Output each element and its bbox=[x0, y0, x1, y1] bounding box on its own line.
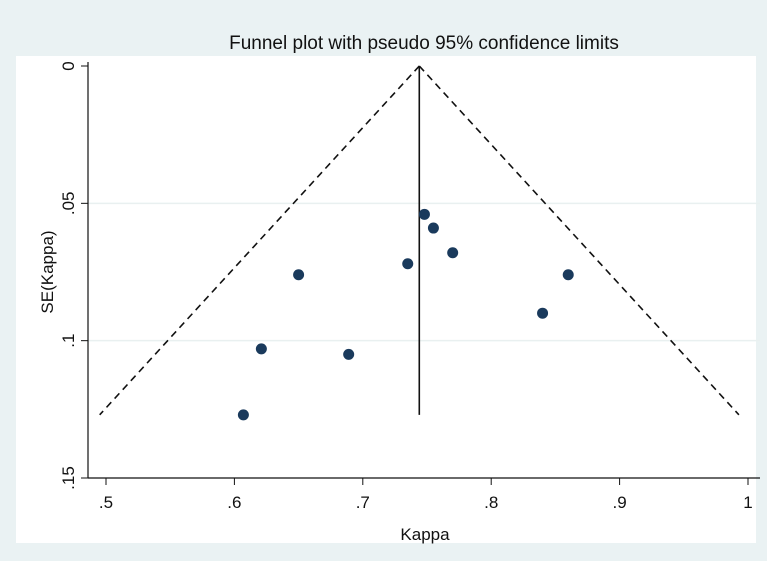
data-point-1 bbox=[255, 343, 267, 355]
grid-lines bbox=[88, 202, 760, 342]
confidence-limits bbox=[99, 65, 740, 416]
x-tick-label-0: .5 bbox=[99, 493, 113, 512]
x-tick-label-3: .8 bbox=[484, 493, 498, 512]
data-point-3 bbox=[343, 348, 355, 360]
x-tick-label-4: .9 bbox=[613, 493, 627, 512]
y-tick-label-3: .15 bbox=[59, 466, 78, 490]
data-point-8 bbox=[537, 307, 549, 319]
lower-limit-line bbox=[99, 65, 420, 416]
data-point-6 bbox=[427, 222, 439, 234]
chart-title: Funnel plot with pseudo 95% confidence l… bbox=[229, 33, 619, 54]
data-point-0 bbox=[237, 409, 249, 421]
axes: .5 .6 .7 .8 .9 1 0 .05 .1 .15 bbox=[59, 61, 760, 512]
data-point-2 bbox=[293, 269, 305, 281]
y-tick-label-1: .05 bbox=[59, 192, 78, 216]
y-tick-label-2: .1 bbox=[59, 334, 78, 348]
data-point-5 bbox=[418, 208, 430, 220]
data-point-4 bbox=[402, 258, 414, 270]
x-tick-label-5: 1 bbox=[743, 493, 752, 512]
y-axis-label: SE(Kappa) bbox=[38, 230, 57, 313]
x-tick-label-2: .7 bbox=[356, 493, 370, 512]
upper-limit-line bbox=[418, 65, 740, 416]
data-point-9 bbox=[562, 269, 574, 281]
x-axis-label: Kappa bbox=[400, 525, 450, 544]
y-tick-label-0: 0 bbox=[59, 61, 78, 70]
data-point-7 bbox=[447, 247, 459, 259]
plot-area bbox=[16, 56, 756, 543]
data-points bbox=[237, 208, 574, 421]
x-tick-label-1: .6 bbox=[227, 493, 241, 512]
